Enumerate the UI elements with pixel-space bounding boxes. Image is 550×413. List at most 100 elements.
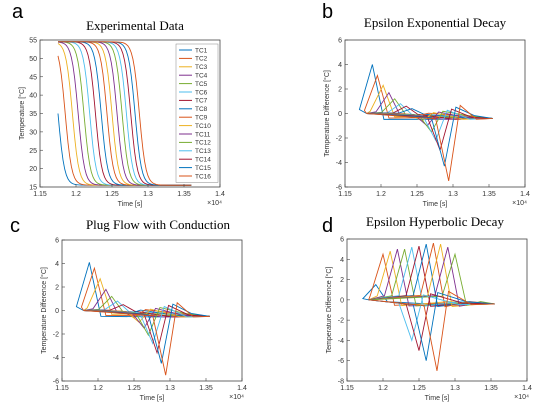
x-tick-label: 1.15	[338, 191, 352, 198]
x-tick-label: 1.15	[55, 385, 69, 392]
y-tick-label: 2	[340, 277, 344, 284]
x-tick-label: 1.15	[340, 385, 354, 392]
y-tick-label: -6	[336, 185, 342, 192]
y-tick-label: 2	[55, 285, 59, 292]
y-tick-label: -8	[338, 379, 344, 386]
y-tick-label: -4	[336, 160, 342, 167]
chart-title: Plug Flow with Conduction	[86, 217, 231, 232]
y-tick-label: 0	[340, 297, 344, 304]
y-tick-label: -4	[338, 338, 344, 345]
x-tick-label: 1.35	[484, 385, 498, 392]
series-line	[366, 106, 493, 167]
x-tick-label: 1.35	[482, 191, 496, 198]
y-tick-label: 50	[29, 56, 37, 63]
legend-label: TC14	[195, 157, 211, 164]
y-tick-label: 2	[338, 87, 342, 94]
legend-label: TC12	[195, 140, 211, 147]
y-tick-label: 6	[55, 238, 59, 245]
y-tick-label: 25	[29, 148, 37, 155]
series-line	[366, 109, 493, 142]
legend-label: TC4	[195, 73, 208, 80]
x-tick-label: 1.2	[376, 191, 386, 198]
legend-label: TC9	[195, 115, 208, 122]
y-axis-label: Temperature Difference [°C]	[325, 267, 333, 354]
x-tick-label: 1.2	[93, 385, 103, 392]
legend-label: TC10	[195, 123, 211, 130]
x-axis-label: Time [s]	[140, 395, 165, 402]
x-axis-exponent: ×10⁴	[512, 200, 527, 207]
x-tick-label: 1.3	[448, 191, 458, 198]
legend-label: TC8	[195, 106, 208, 113]
x-axis-exponent: ×10⁴	[229, 394, 244, 401]
x-axis-label: Time [s]	[118, 201, 143, 208]
series-line	[83, 304, 210, 355]
x-axis-exponent: ×10⁴	[207, 200, 222, 207]
series-line-tc16	[58, 41, 192, 186]
series-line	[366, 84, 493, 119]
x-tick-label: 1.4	[522, 385, 532, 392]
y-tick-label: 20	[29, 166, 37, 173]
series-line	[83, 301, 210, 376]
legend-label: TC6	[195, 89, 208, 96]
series-line	[366, 104, 493, 181]
x-tick-label: 1.4	[215, 191, 225, 198]
panel-letter: c	[10, 215, 20, 237]
x-tick-label: 1.3	[165, 385, 175, 392]
y-tick-label: 15	[29, 185, 37, 192]
x-tick-label: 1.35	[177, 191, 191, 198]
series-line	[366, 108, 493, 152]
x-tick-label: 1.25	[410, 191, 424, 198]
y-tick-label: -2	[336, 136, 342, 143]
y-tick-label: 6	[338, 38, 342, 45]
x-tick-label: 1.25	[412, 385, 426, 392]
y-tick-label: 4	[340, 257, 344, 264]
legend-label: TC11	[195, 131, 211, 138]
y-tick-label: -2	[338, 318, 344, 325]
y-axis-label: Temperature Difference [°C]	[323, 70, 331, 157]
legend-label: TC1	[195, 47, 208, 54]
y-tick-label: -2	[53, 332, 59, 339]
y-tick-label: 6	[340, 237, 344, 244]
y-tick-label: 55	[29, 38, 37, 45]
y-tick-label: -4	[53, 355, 59, 362]
x-tick-label: 1.4	[520, 191, 530, 198]
legend-label: TC3	[195, 64, 208, 71]
y-tick-label: 0	[338, 111, 342, 118]
legend-label: TC15	[195, 165, 211, 172]
y-axis-label: Temperature Difference [°C]	[40, 267, 48, 354]
x-axis-label: Time [s]	[423, 201, 448, 208]
chart-title: Epsilon Exponential Decay	[364, 15, 507, 30]
y-tick-label: 0	[55, 308, 59, 315]
legend-label: TC2	[195, 56, 208, 63]
panel-letter: d	[322, 215, 333, 237]
x-tick-label: 1.2	[378, 385, 388, 392]
y-tick-label: 4	[55, 261, 59, 268]
x-tick-label: 1.25	[105, 191, 119, 198]
y-tick-label: 4	[338, 62, 342, 69]
y-tick-label: -6	[338, 358, 344, 365]
panel-letter: b	[322, 1, 333, 23]
series-line	[366, 108, 493, 119]
legend: TC1TC2TC3TC4TC5TC6TC7TC8TC9TC10TC11TC12T…	[175, 43, 219, 183]
y-tick-label: 30	[29, 129, 37, 136]
chart-panel-a: a Experimental Data 1.15 1.2 1.25 1.3 1.35 1.4 1…	[12, 1, 225, 208]
chart-panel-d: d Epsilon Hyperbolic Decay 1.15 1.2 1.25 1.3 1…	[322, 214, 532, 402]
x-axis-label: Time [s]	[425, 395, 450, 402]
y-tick-label: -6	[53, 379, 59, 386]
x-tick-label: 1.3	[143, 191, 153, 198]
x-axis-exponent: ×10⁴	[514, 394, 529, 401]
legend-label: TC13	[195, 148, 211, 155]
x-tick-label: 1.4	[237, 385, 247, 392]
y-tick-label: 35	[29, 111, 37, 118]
x-tick-label: 1.25	[127, 385, 141, 392]
legend-label: TC5	[195, 81, 208, 88]
chart-title: Epsilon Hyperbolic Decay	[366, 214, 504, 229]
y-tick-label: 40	[29, 93, 37, 100]
x-tick-label: 1.2	[71, 191, 81, 198]
x-tick-label: 1.15	[33, 191, 47, 198]
chart-panel-c: c Plug Flow with Conduction 1.15 1.2 1.25 1.3…	[10, 215, 247, 402]
y-axis-label: Temperature [°C]	[18, 87, 26, 140]
series-line	[368, 290, 495, 371]
legend-label: TC7	[195, 98, 208, 105]
